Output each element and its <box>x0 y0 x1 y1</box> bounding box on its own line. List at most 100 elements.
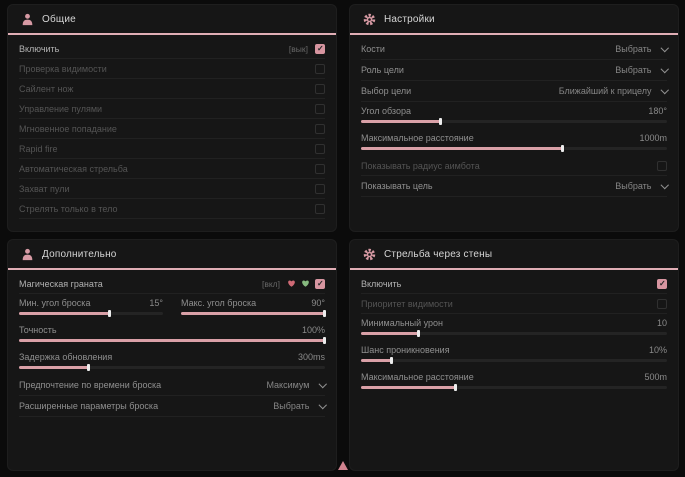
bones-dropdown[interactable]: Выбрать <box>615 43 669 54</box>
panel-general-header: Общие <box>8 5 336 35</box>
dropdown-value: Ближайший к прицелу <box>558 86 652 96</box>
advanced-throw-params-dropdown[interactable]: Выбрать <box>273 400 327 411</box>
min-throw-angle-slider[interactable] <box>19 310 163 317</box>
enable-checkbox[interactable] <box>315 43 325 54</box>
max-distance-slider[interactable] <box>361 145 667 152</box>
panel-title: Дополнительно <box>42 248 117 260</box>
row-label: Приоритет видимости <box>361 298 453 309</box>
visibility-priority-checkbox[interactable] <box>657 298 667 309</box>
red-heart-icon[interactable] <box>287 279 296 288</box>
chevron-down-icon <box>660 64 669 73</box>
row-penetration-chance: Шанс проникновения 10% <box>361 341 667 368</box>
bullet-control-checkbox[interactable] <box>315 103 325 114</box>
row-max-distance: Максимальное расстояние 500m <box>361 368 667 395</box>
bottom-marker-icon <box>338 461 348 470</box>
row-label: Захват пули <box>19 183 70 194</box>
row-label: Включить <box>361 278 402 289</box>
panel-wallshot-header: Стрельба через стены <box>350 240 678 270</box>
row-label: Угол обзора <box>361 106 411 116</box>
person-icon <box>21 248 34 261</box>
row-advanced-throw-params: Расширенные параметры броска Выбрать <box>19 396 327 417</box>
row-silent-knife: Сайлент нож <box>19 79 325 99</box>
visibility-check-checkbox[interactable] <box>315 63 325 74</box>
wallshot-enable-checkbox[interactable] <box>657 278 667 289</box>
state-text: [вык] <box>288 43 308 54</box>
row-body-only: Стрелять только в тело <box>19 199 325 219</box>
row-enable: Включить <box>361 274 667 294</box>
row-bones: Кости Выбрать <box>361 39 669 60</box>
bullet-capture-checkbox[interactable] <box>315 183 325 194</box>
row-magic-grenade: Магическая граната [вкл] <box>19 274 325 294</box>
gear-icon <box>363 13 376 26</box>
slider-value: 180° <box>648 106 667 116</box>
row-show-target: Показывать цель Выбрать <box>361 176 669 197</box>
row-label: Сайлент нож <box>19 83 74 94</box>
row-label: Мин. угол броска <box>19 298 91 308</box>
throw-time-preference-dropdown[interactable]: Максимум <box>266 379 327 390</box>
row-label: Расширенные параметры броска <box>19 401 159 411</box>
target-selection-dropdown[interactable]: Ближайший к прицелу <box>558 85 669 96</box>
row-instant-hit: Мгновенное попадание <box>19 119 325 139</box>
slider-value: 10 <box>656 318 667 328</box>
row-enable: Включить [вык] <box>19 39 325 59</box>
wallshot-max-distance-slider[interactable] <box>361 384 667 391</box>
green-heart-icon[interactable] <box>301 279 310 288</box>
row-label: Rapid fire <box>19 143 58 154</box>
panel-additional: Дополнительно Магическая граната [вкл] М… <box>8 240 336 470</box>
silent-knife-checkbox[interactable] <box>315 83 325 94</box>
accuracy-slider[interactable] <box>19 337 326 344</box>
chevron-down-icon <box>318 400 327 409</box>
magic-grenade-checkbox[interactable] <box>315 278 325 289</box>
row-label: Магическая граната <box>19 278 103 289</box>
panel-title: Стрельба через стены <box>384 248 493 260</box>
rapid-fire-checkbox[interactable] <box>315 143 325 154</box>
body-only-checkbox[interactable] <box>315 203 325 214</box>
fov-slider[interactable] <box>361 118 667 125</box>
slider-value: 100% <box>301 325 325 335</box>
panel-wallshot: Стрельба через стены Включить Приоритет … <box>350 240 678 470</box>
row-visibility-priority: Приоритет видимости <box>361 294 667 314</box>
row-label: Задержка обновления <box>19 352 113 362</box>
row-label: Показывать цель <box>361 181 433 191</box>
auto-fire-checkbox[interactable] <box>315 163 325 174</box>
row-label: Минимальный урон <box>361 318 444 328</box>
chevron-down-icon <box>660 43 669 52</box>
row-min-throw-angle: Мин. угол броска 15° <box>19 294 163 321</box>
row-rapid-fire: Rapid fire <box>19 139 325 159</box>
target-role-dropdown[interactable]: Выбрать <box>615 64 669 75</box>
chevron-down-icon <box>660 180 669 189</box>
row-bullet-control: Управление пулями <box>19 99 325 119</box>
row-label: Показывать радиус аимбота <box>361 160 480 171</box>
row-target-role: Роль цели Выбрать <box>361 60 669 81</box>
min-damage-slider[interactable] <box>361 330 667 337</box>
panel-additional-header: Дополнительно <box>8 240 336 270</box>
instant-hit-checkbox[interactable] <box>315 123 325 134</box>
slider-value: 500m <box>644 372 667 382</box>
row-visibility-check: Проверка видимости <box>19 59 325 79</box>
row-label: Предпочтение по времени броска <box>19 380 162 390</box>
max-throw-angle-slider[interactable] <box>181 310 326 317</box>
row-auto-fire: Автоматическая стрельба <box>19 159 325 179</box>
row-label: Кости <box>361 44 385 54</box>
row-update-delay: Задержка обновления 300ms <box>19 348 325 375</box>
row-throw-time-preference: Предпочтение по времени броска Максимум <box>19 375 327 396</box>
row-bullet-capture: Захват пули <box>19 179 325 199</box>
row-label: Максимальное расстояние <box>361 372 474 382</box>
slider-value: 90° <box>311 298 325 308</box>
row-label: Роль цели <box>361 65 404 75</box>
penetration-chance-slider[interactable] <box>361 357 667 364</box>
row-label: Точность <box>19 325 57 335</box>
show-target-dropdown[interactable]: Выбрать <box>615 180 669 191</box>
dropdown-value: Выбрать <box>615 44 652 54</box>
row-label: Мгновенное попадание <box>19 123 117 134</box>
row-label: Макс. угол броска <box>181 298 257 308</box>
row-label: Стрелять только в тело <box>19 203 118 214</box>
panel-general: Общие Включить [вык] Проверка видимости … <box>8 5 336 231</box>
row-label: Выбор цели <box>361 86 412 96</box>
show-aimbot-radius-checkbox[interactable] <box>657 160 667 171</box>
update-delay-slider[interactable] <box>19 364 325 371</box>
row-label: Проверка видимости <box>19 63 107 74</box>
row-label: Включить <box>19 43 60 54</box>
panel-title: Общие <box>42 13 76 25</box>
row-show-aimbot-radius: Показывать радиус аимбота <box>361 156 667 176</box>
